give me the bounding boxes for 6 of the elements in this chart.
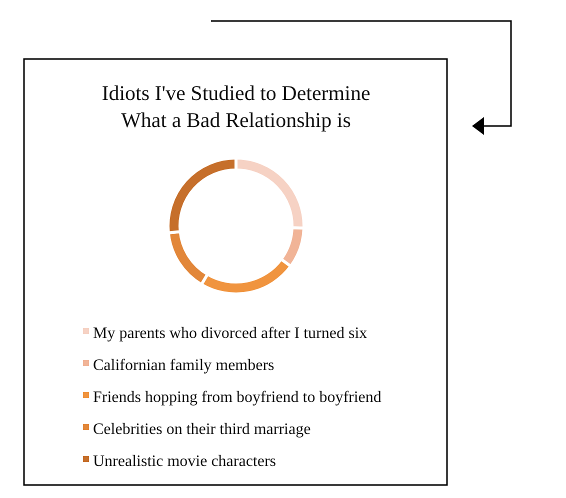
legend-label: Californian family members [93, 357, 274, 374]
chart-title: Idiots I've Studied to Determine What a Bad Relationship is [102, 81, 370, 132]
legend-label: Friends hopping from boyfriend to boyfriend [93, 389, 382, 406]
legend-label: Unrealistic movie characters [93, 453, 276, 470]
legend-label: My parents who divorced after I turned six [93, 325, 368, 342]
legend-label: Celebrities on their third marriage [93, 421, 311, 438]
